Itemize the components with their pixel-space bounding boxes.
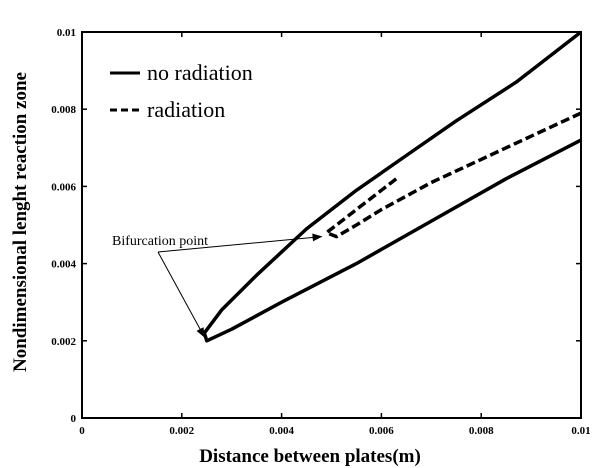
series-line-radiation	[324, 111, 582, 239]
legend-label-radiation: radiation	[147, 97, 225, 122]
x-tick-label: 0.006	[369, 425, 394, 437]
y-tick-label: 0.008	[51, 104, 76, 116]
x-tick-label: 0.004	[269, 425, 294, 437]
x-tick-label: 0.008	[469, 425, 494, 437]
legend-label-no-radiation: no radiation	[147, 60, 253, 85]
legend: no radiation radiation	[110, 60, 253, 122]
annotation-arrow-low	[157, 251, 205, 338]
x-tick-label: 0	[79, 425, 85, 437]
x-tick-label: 0.01	[571, 425, 590, 437]
annotation-arrow-high	[157, 233, 323, 253]
series-line-no-radiation	[202, 30, 583, 343]
y-tick-label: 0.004	[51, 259, 76, 271]
y-tick-label: 0.006	[51, 181, 76, 193]
y-tick-label: 0.002	[51, 336, 76, 348]
y-tick-label: 0.01	[57, 27, 76, 39]
annotation-label: Bifurcation point	[112, 234, 208, 249]
bifurcation-annotation: Bifurcation point	[112, 233, 323, 338]
x-axis-label: Distance between plates(m)	[199, 446, 421, 467]
series-layer	[202, 30, 583, 343]
x-tick-label: 0.002	[169, 425, 194, 437]
plot-frame	[81, 31, 582, 419]
y-axis-label: Nondimensional lenght reaction zone	[10, 72, 31, 372]
y-tick-label: 0	[71, 413, 77, 425]
ticks: 0 0.002 0.004 0.006 0.008 0.01 0 0.002 0.004 0.00…	[51, 27, 590, 437]
